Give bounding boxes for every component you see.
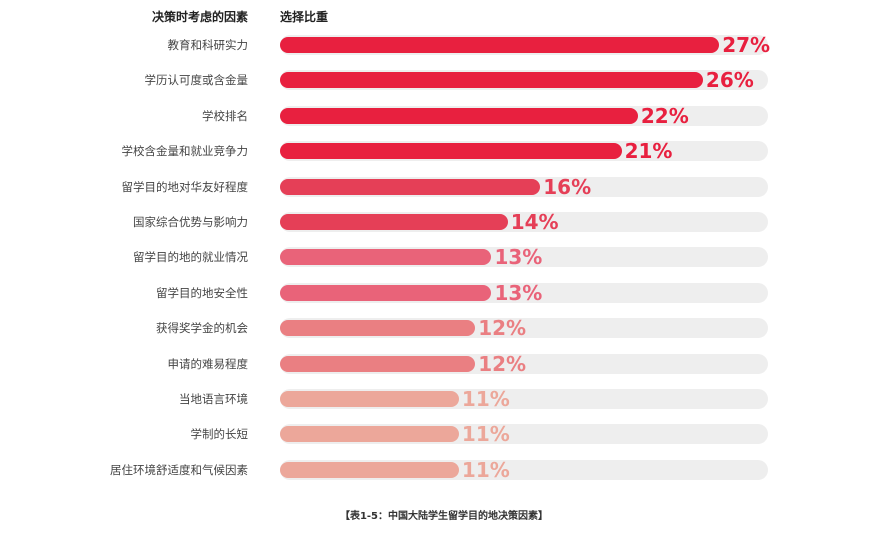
bar-row: 留学目的地的就业情况 13% — [0, 245, 888, 270]
category-label: 申请的难易程度 — [167, 356, 249, 371]
bar-row: 学校含金量和就业竞争力 21% — [0, 139, 888, 164]
category-label: 学历认可度或含金量 — [144, 73, 249, 88]
category-label: 居住环境舒适度和气候因素 — [110, 462, 248, 477]
bar-value-label: 13% — [494, 245, 543, 270]
bar-row: 当地语言环境 11% — [0, 387, 888, 411]
bar-row: 获得奖学金的机会 12% — [0, 316, 888, 341]
figure-caption: 【表1-5：中国大陆学生留学目的地决策因素】 — [339, 511, 549, 522]
bar-row: 留学目的地安全性 13% — [0, 280, 888, 305]
bar-row: 学制的长短 11% — [0, 422, 888, 447]
bar-value-label: 16% — [543, 174, 592, 199]
bar-value-label: 11% — [461, 387, 510, 411]
bar — [280, 37, 720, 53]
category-label: 留学目的地对华友好程度 — [121, 179, 249, 194]
category-label: 留学目的地的就业情况 — [133, 250, 248, 265]
bar-value-label: 14% — [510, 210, 559, 234]
bar — [280, 391, 459, 407]
bar — [280, 355, 476, 372]
category-label: 当地语言环境 — [179, 392, 248, 406]
bar — [280, 178, 541, 195]
bar — [280, 214, 508, 230]
bar-value-label: 13% — [494, 280, 543, 305]
category-label: 学校含金量和就业竞争力 — [121, 144, 249, 159]
category-label: 国家综合优势与影响力 — [133, 215, 248, 229]
bar-value-label: 11% — [461, 422, 510, 447]
bar — [280, 143, 622, 160]
factor-column-header: 决策时考虑的因素 — [151, 10, 248, 24]
bar-value-label: 22% — [640, 103, 689, 128]
category-label: 学校排名 — [202, 108, 248, 123]
bar — [280, 320, 476, 337]
bar — [280, 72, 703, 89]
bar-row: 教育和科研实力 27% — [0, 33, 888, 57]
bar-value-label: 26% — [705, 68, 754, 93]
bar-value-label: 12% — [478, 316, 527, 341]
bar-value-label: 27% — [722, 33, 771, 57]
bar — [280, 426, 459, 443]
bar-row: 居住环境舒适度和气候因素 11% — [0, 457, 888, 482]
weight-column-header: 选择比重 — [280, 10, 329, 24]
category-label: 获得奖学金的机会 — [156, 321, 248, 336]
bar-value-label: 11% — [461, 457, 510, 482]
bar — [280, 107, 638, 124]
bar — [280, 249, 492, 266]
bar-row: 留学目的地对华友好程度 16% — [0, 174, 888, 199]
category-label: 学制的长短 — [190, 427, 249, 442]
bar — [280, 284, 492, 301]
bar-row: 学校排名 22% — [0, 103, 888, 128]
bar-value-label: 12% — [478, 351, 527, 376]
category-label: 教育和科研实力 — [167, 38, 249, 52]
bar-row: 国家综合优势与影响力 14% — [0, 210, 888, 234]
bar-row: 学历认可度或含金量 26% — [0, 68, 888, 93]
category-label: 留学目的地安全性 — [156, 285, 248, 300]
bar-row: 申请的难易程度 12% — [0, 351, 888, 376]
bar — [280, 461, 459, 478]
bar-value-label: 21% — [624, 139, 673, 164]
